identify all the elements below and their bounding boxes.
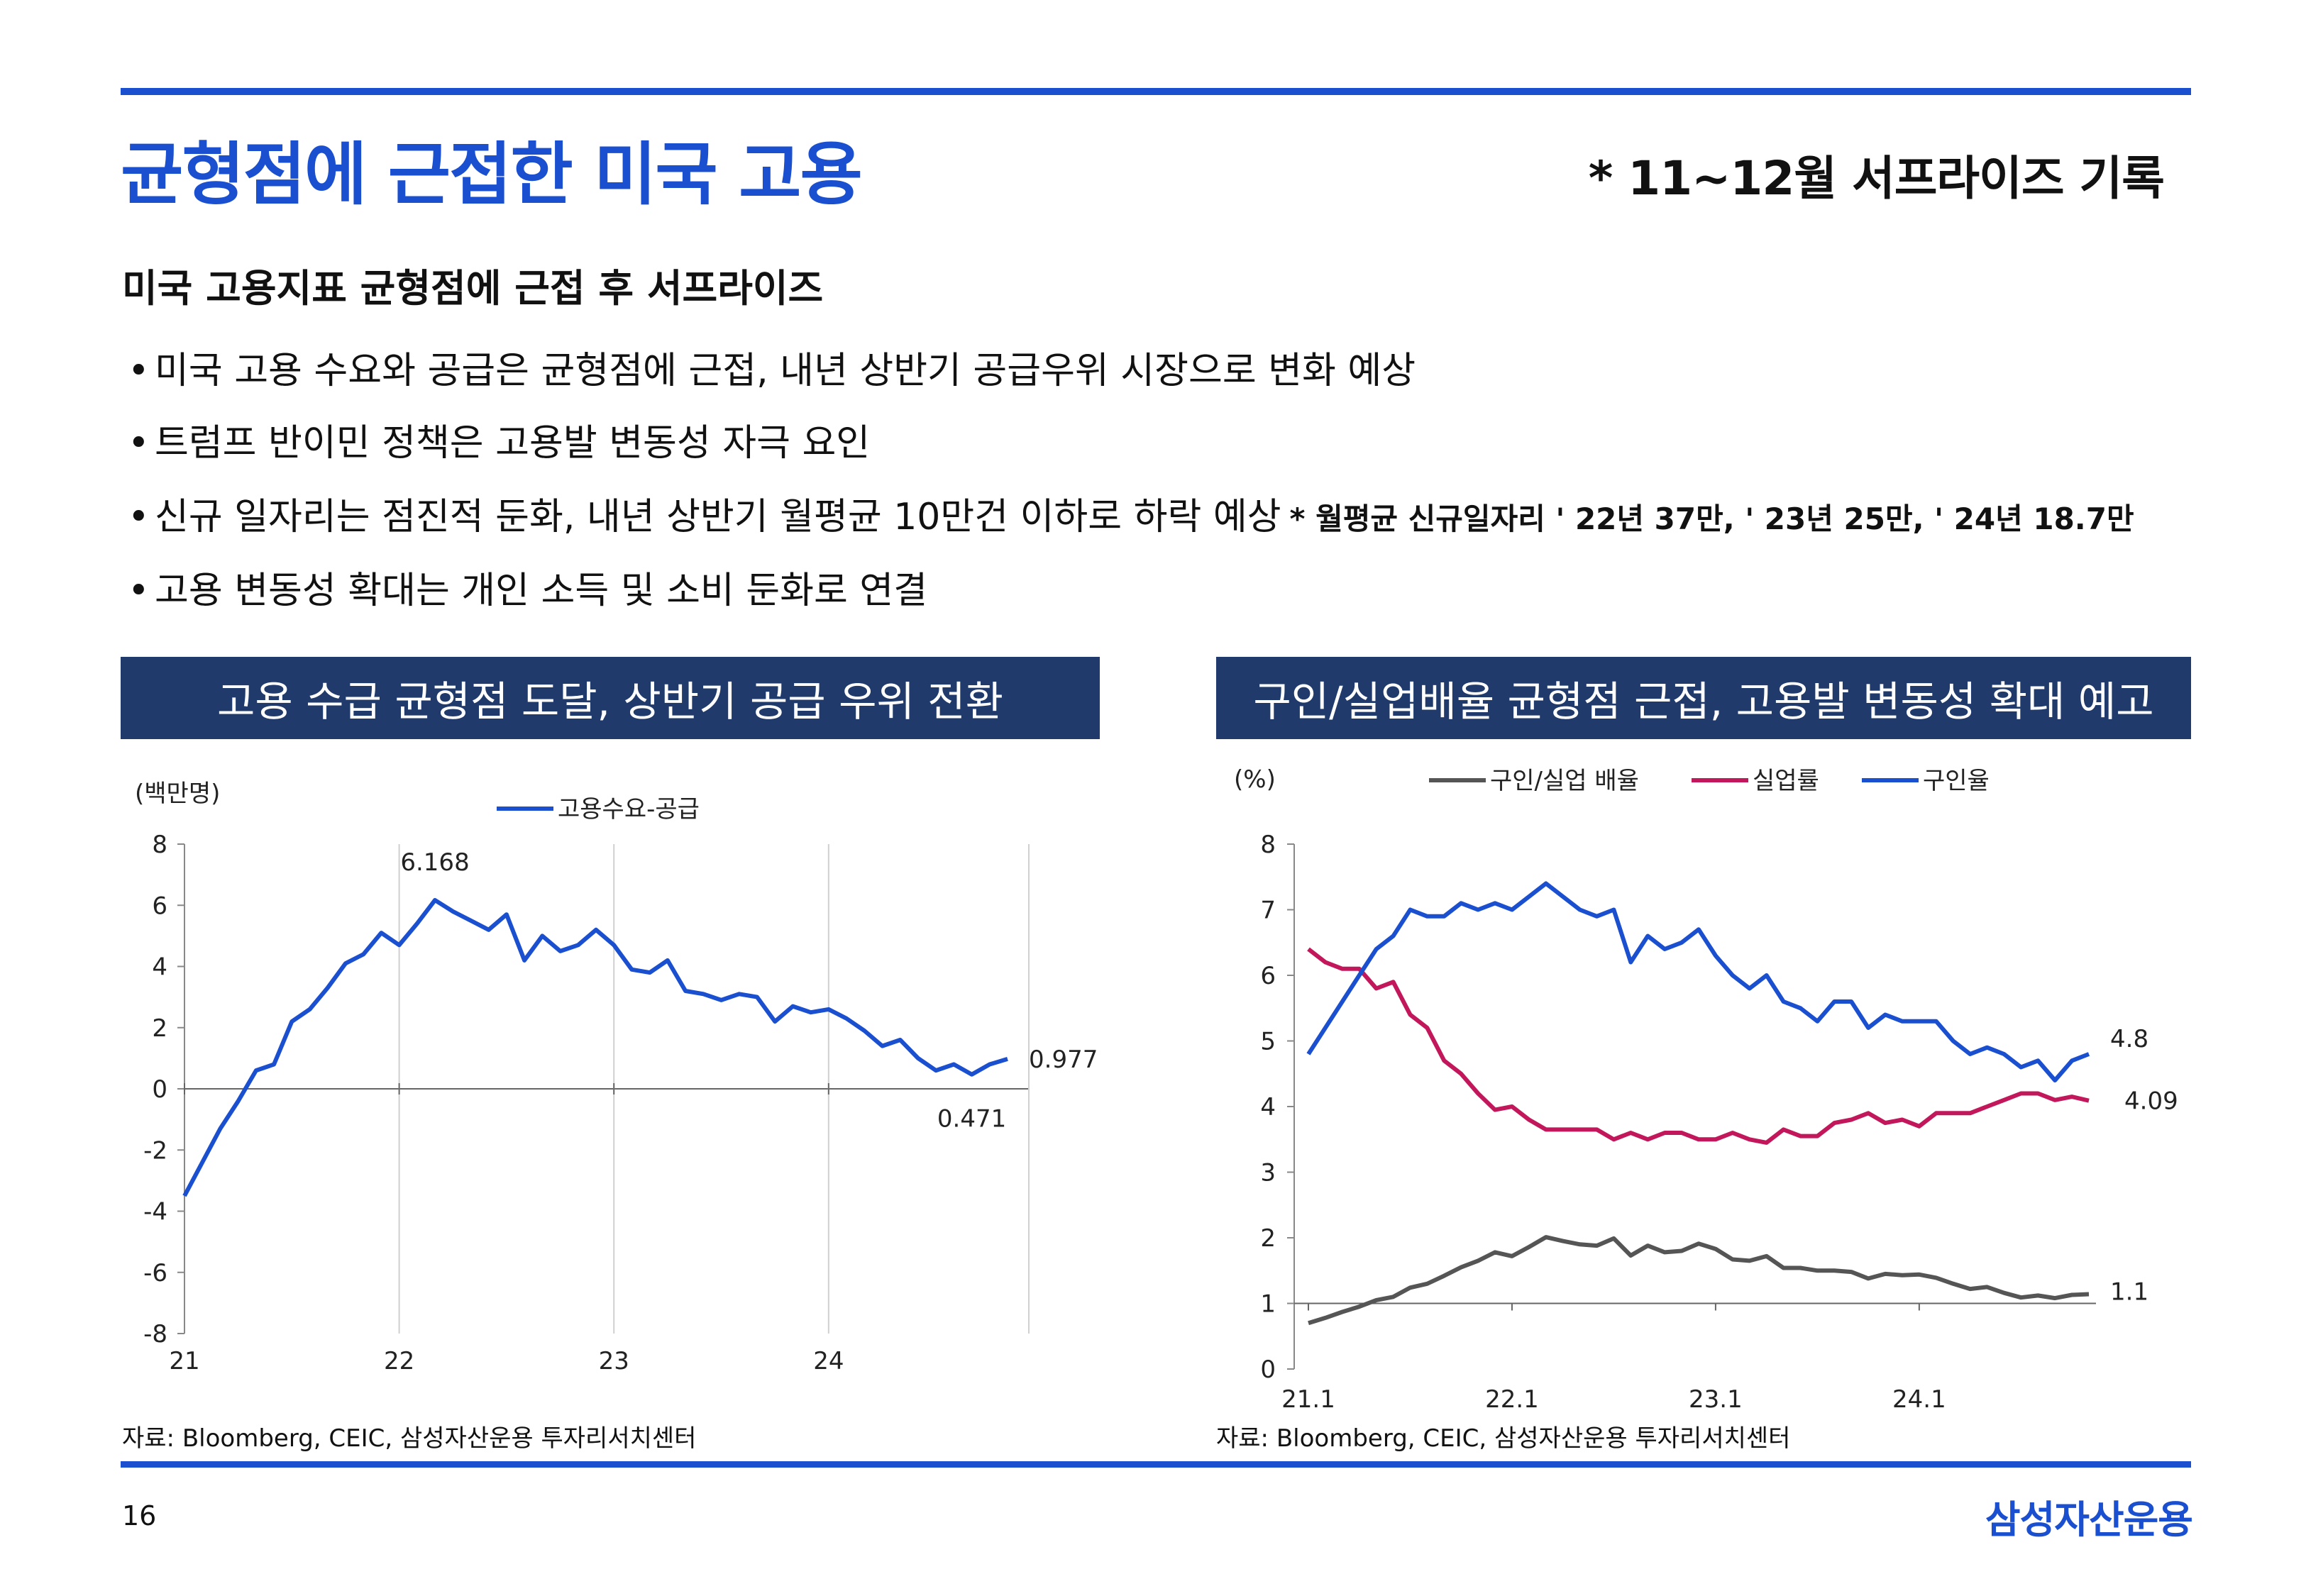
bullet-dot: • xyxy=(128,570,150,612)
data-label-last: 0.977 xyxy=(1029,1046,1098,1074)
legend-label: 고용수요-공급 xyxy=(558,795,700,824)
y-tick-label: 4 xyxy=(1260,1093,1276,1121)
legend-label: 구인/실업 배율 xyxy=(1490,767,1639,795)
bullet-item: • 신규 일자리는 점진적 둔화, 내년 상반기 월평균 10만건 이하로 하락 … xyxy=(128,487,2134,540)
chart-left-banner: 고용 수급 균형점 도달, 상반기 공급 우위 전환 xyxy=(121,657,1100,739)
company-logo: 삼성자산운용 xyxy=(1985,1497,2193,1542)
y-tick-label: 8 xyxy=(152,831,167,859)
data-label-peak: 6.168 xyxy=(400,848,469,877)
y-tick-label: 5 xyxy=(1260,1028,1276,1056)
series-line xyxy=(1307,947,2090,1145)
y-tick-label: -4 xyxy=(143,1198,167,1226)
x-tick-label: 23 xyxy=(599,1347,629,1375)
bullet-text: 신규 일자리는 점진적 둔화, 내년 상반기 월평균 10만건 이하로 하락 예… xyxy=(155,496,1281,538)
series-line xyxy=(182,898,1008,1197)
y-tick-label: 1 xyxy=(1260,1290,1276,1319)
y-axis-unit: (백만명) xyxy=(135,780,220,808)
y-tick-label: 6 xyxy=(152,892,167,920)
bullet-text: 미국 고용 수요와 공급은 균형점에 근접, 내년 상반기 공급우위 시장으로 … xyxy=(155,350,1416,392)
series-line xyxy=(1308,1235,2090,1326)
y-tick-label: 7 xyxy=(1260,897,1276,925)
x-tick-label: 21 xyxy=(169,1347,199,1375)
y-tick-label: -2 xyxy=(143,1136,167,1165)
bullet-item: • 미국 고용 수요와 공급은 균형점에 근접, 내년 상반기 공급우위 시장으로… xyxy=(128,340,1416,394)
legend-label: 구인율 xyxy=(1923,767,1990,795)
chart-right-banner: 구인/실업배율 균형점 근접, 고용발 변동성 확대 예고 xyxy=(1216,657,2191,739)
source-note-left: 자료: Bloomberg, CEIC, 삼성자산운용 투자리서치센터 xyxy=(122,1424,697,1453)
source-note-right: 자료: Bloomberg, CEIC, 삼성자산운용 투자리서치센터 xyxy=(1216,1424,1791,1453)
bottom-rule xyxy=(121,1461,2191,1468)
bullet-dot: • xyxy=(128,496,150,538)
top-rule xyxy=(121,88,2191,95)
bullet-dot: • xyxy=(128,350,150,392)
x-tick-label: 21.1 xyxy=(1281,1385,1335,1412)
x-tick-label: 24 xyxy=(813,1347,844,1375)
chart-right: (%) 구인/실업 배율 실업률 구인율 8 7 6 5 4 3 2 1 021.1 22.1 23.1 24… xyxy=(1234,765,2178,1412)
y-tick-label: 0 xyxy=(152,1075,167,1104)
y-tick-label: 2 xyxy=(1260,1224,1276,1253)
title-note: * 11~12월 서프라이즈 기록 xyxy=(1588,151,2165,206)
y-tick-label: -8 xyxy=(143,1320,167,1348)
page-number: 16 xyxy=(122,1500,157,1531)
y-tick-label: -6 xyxy=(143,1259,167,1287)
bullet-item: • 고용 변동성 확대는 개인 소득 및 소비 둔화로 연결 xyxy=(128,560,927,614)
chart-left: (백만명) 고용수요-공급 8 6 4 2 0 -2 -4 -6 -821 22 23 24 6.168 0.… xyxy=(135,780,1098,1375)
legend-label: 실업률 xyxy=(1753,767,1819,795)
y-tick-label: 6 xyxy=(1260,962,1276,990)
bullet-note: * 월평균 신규일자리 ' 22년 37만, ' 23년 25만, ' 24년 … xyxy=(1289,501,2134,536)
y-tick-label: 0 xyxy=(1260,1356,1276,1384)
y-tick-label: 8 xyxy=(1260,831,1276,859)
x-tick-label: 24.1 xyxy=(1892,1385,1946,1412)
bullet-text: 트럼프 반이민 정책은 고용발 변동성 자극 요인 xyxy=(155,422,871,465)
data-label-unemployment: 4.09 xyxy=(2124,1087,2178,1116)
y-tick-label: 3 xyxy=(1260,1159,1276,1187)
page-title: 균형점에 근접한 미국 고용 xyxy=(121,135,863,214)
bullet-text: 고용 변동성 확대는 개인 소득 및 소비 둔화로 연결 xyxy=(155,570,928,612)
y-tick-label: 4 xyxy=(152,953,167,982)
x-tick-label: 22 xyxy=(384,1347,414,1375)
data-label-low: 0.471 xyxy=(937,1105,1006,1134)
y-axis-unit: (%) xyxy=(1234,765,1276,794)
bullet-dot: • xyxy=(128,422,150,465)
x-tick-label: 23.1 xyxy=(1689,1385,1743,1412)
section-heading: 미국 고용지표 균형점에 근접 후 서프라이즈 xyxy=(122,266,824,311)
x-tick-label: 22.1 xyxy=(1485,1385,1539,1412)
y-tick-label: 2 xyxy=(152,1014,167,1043)
data-label-ratio: 1.1 xyxy=(2110,1278,2148,1307)
bullet-item: • 트럼프 반이민 정책은 고용발 변동성 자극 요인 xyxy=(128,413,870,466)
data-label-jobopenings: 4.8 xyxy=(2110,1025,2148,1053)
series-line xyxy=(1306,881,2090,1082)
